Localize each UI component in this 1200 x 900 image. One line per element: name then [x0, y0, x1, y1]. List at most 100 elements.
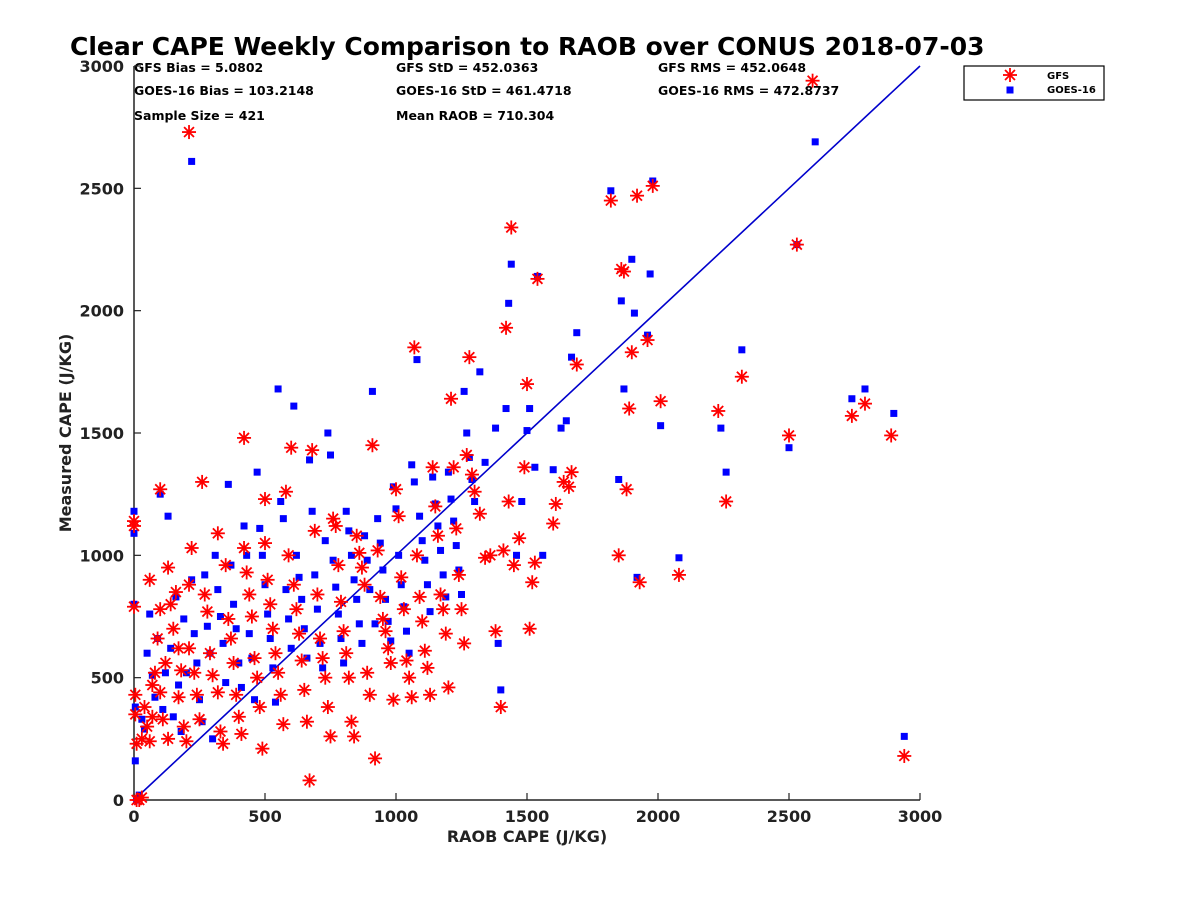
gfs-point [719, 494, 734, 509]
gfs-point [313, 631, 328, 646]
legend-label-gfs: GFS [1047, 71, 1069, 82]
gfs-point [370, 543, 385, 558]
x-tick-label: 500 [248, 807, 281, 826]
goes16-point [502, 405, 510, 413]
gfs-point [454, 602, 469, 617]
gfs-point [375, 611, 390, 626]
goes16-point [657, 422, 665, 430]
goes16-point [230, 600, 238, 608]
gfs-point [433, 587, 448, 602]
gfs-point [671, 567, 686, 582]
gfs-point [286, 577, 301, 592]
goes16-point [131, 757, 139, 765]
goes16-point [282, 586, 290, 594]
goes16-point [633, 573, 641, 581]
gfs-point [611, 548, 626, 563]
gfs-point [354, 560, 369, 575]
stat-goes-rms: GOES-16 RMS = 472.8737 [658, 83, 839, 98]
goes16-point [675, 554, 683, 562]
gfs-point [265, 621, 280, 636]
stat-goes-bias: GOES-16 Bias = 103.2148 [134, 83, 314, 98]
gfs-point [278, 484, 293, 499]
goes16-point [413, 356, 421, 364]
goes16-point [224, 480, 232, 488]
goes16-point [526, 405, 534, 413]
gfs-point [457, 636, 472, 651]
stats-block: GFS Bias = 5.0802 GFS StD = 452.0363 GFS… [134, 60, 839, 123]
gfs-point [394, 570, 409, 585]
gfs-point [307, 523, 322, 538]
goes16-point [518, 498, 526, 506]
gfs-point [182, 641, 197, 656]
goes16-point [539, 551, 547, 559]
gfs-point [244, 609, 259, 624]
gfs-point [221, 611, 236, 626]
gfs-point [404, 690, 419, 705]
gfs-point [857, 396, 872, 411]
gfs-point [210, 685, 225, 700]
gfs-point [210, 526, 225, 541]
gfs-point [331, 558, 346, 573]
gfs-point [252, 700, 267, 715]
goes16-point [256, 524, 264, 532]
goes16-point [243, 551, 251, 559]
gfs-point [386, 692, 401, 707]
gfs-point [357, 577, 372, 592]
gfs-point [352, 545, 367, 560]
gfs-point [622, 401, 637, 416]
gfs-point [197, 587, 212, 602]
gfs-point [616, 264, 631, 279]
goes16-point [264, 610, 272, 618]
goes16-point [277, 498, 285, 506]
y-axis-ticks: 0 500 1000 1500 2000 2500 3000 [79, 57, 141, 810]
gfs-point [161, 731, 176, 746]
goes16-point [232, 625, 240, 633]
gfs-point [389, 482, 403, 497]
goes16-point [266, 635, 274, 643]
gfs-point [187, 665, 202, 680]
gfs-point [134, 790, 149, 805]
gfs-point [399, 653, 414, 668]
goes16-point [382, 595, 390, 603]
gfs-point [299, 714, 314, 729]
y-tick-label: 1000 [79, 546, 124, 565]
gfs-point [805, 73, 820, 88]
gfs-point [362, 687, 377, 702]
gfs-point [467, 484, 482, 499]
goes16-point [253, 468, 261, 476]
gfs-point [391, 509, 406, 524]
legend-marker-goes16 [1006, 86, 1014, 94]
gfs-point [226, 655, 241, 670]
gfs-point [182, 577, 197, 592]
goes16-point [738, 346, 746, 354]
gfs-point [200, 604, 215, 619]
goes16-point [568, 353, 576, 361]
goes16-point [209, 735, 217, 743]
x-tick-label: 0 [128, 807, 139, 826]
gfs-point [373, 589, 388, 604]
goes16-point [161, 669, 169, 677]
goes16-point [376, 539, 384, 547]
y-tick-label: 2500 [79, 179, 124, 198]
goes16-point [374, 515, 382, 523]
stat-sample-size: Sample Size = 421 [134, 108, 265, 123]
goes16-point [201, 571, 209, 579]
gfs-point [488, 624, 503, 639]
goes16-point [237, 683, 245, 691]
goes16-point [342, 507, 350, 515]
gfs-point [472, 506, 487, 521]
goes16-point [146, 610, 154, 618]
goes16-point [350, 576, 358, 584]
gfs-point [402, 670, 417, 685]
gfs-point [347, 729, 362, 744]
legend-gfs-symbol [1003, 68, 1017, 82]
gfs-point [128, 707, 143, 722]
x-tick-label: 1000 [374, 807, 419, 826]
gfs-point [255, 741, 270, 756]
gfs-point [396, 602, 411, 617]
goes16-point [274, 385, 282, 393]
gfs-point [184, 540, 199, 555]
gfs-point [145, 709, 160, 724]
goes16-point [130, 507, 138, 515]
